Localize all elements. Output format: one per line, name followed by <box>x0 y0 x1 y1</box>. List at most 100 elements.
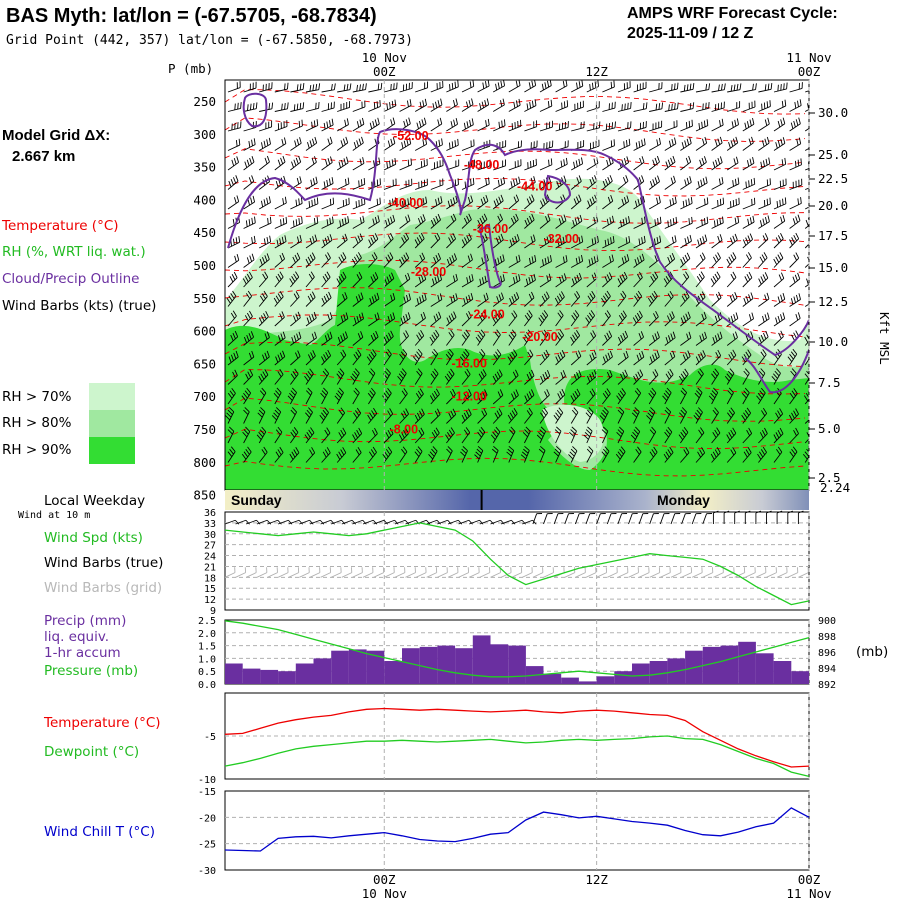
wind-barb <box>742 177 756 190</box>
wind-barb <box>446 98 458 112</box>
wind-barb <box>586 330 597 346</box>
wind-barb <box>695 311 707 327</box>
grid-wind-barb <box>309 567 321 578</box>
wind-barb <box>352 349 362 366</box>
wind-barb <box>305 311 317 327</box>
wind-barb <box>758 292 770 307</box>
wind-barb <box>274 311 285 327</box>
legend-rh70-swatch <box>89 383 135 410</box>
wind-barb <box>649 82 663 93</box>
wind-barb <box>274 196 287 210</box>
wind-barb <box>446 311 457 327</box>
wind-barb <box>257 407 266 424</box>
wind-barb <box>758 178 771 190</box>
pressure-tick-label: 892 <box>818 680 836 691</box>
wind-barb <box>368 82 383 93</box>
wind-barb <box>789 232 800 249</box>
liq-equiv-label: liq. equiv. <box>44 629 109 645</box>
wind-barb <box>711 156 723 171</box>
wind-barb <box>555 350 566 366</box>
grid-wind-barb <box>267 567 278 578</box>
wind-barb <box>586 175 598 190</box>
wind-barb <box>726 233 738 249</box>
true-wind-barb <box>574 513 585 525</box>
wind-barb <box>368 272 379 288</box>
wind-barb <box>274 155 286 171</box>
wind-barb <box>493 159 506 171</box>
wind-barb <box>726 118 739 132</box>
wind-barb <box>445 427 455 444</box>
wind-barb <box>773 252 784 268</box>
wind-barb <box>430 196 443 210</box>
wind-tick-label: 36 <box>204 508 216 519</box>
grid-wind-barb <box>405 567 416 578</box>
wind-barb <box>539 120 553 132</box>
true-wind-barb <box>246 519 261 525</box>
wind-barb <box>399 178 413 190</box>
true-wind-barb <box>320 519 335 525</box>
wind-barb <box>319 407 329 424</box>
wind-barb <box>243 407 250 424</box>
wind-barb <box>337 197 350 210</box>
wind-barb <box>522 329 533 346</box>
wind-barb <box>352 312 364 327</box>
wind-barb <box>477 369 487 385</box>
wind-barb <box>305 447 316 463</box>
windchill-line <box>224 807 810 852</box>
wind-barb <box>664 137 677 151</box>
wind-barb <box>539 349 550 366</box>
precip-bar <box>225 663 243 684</box>
grid-wind-barb <box>660 567 671 578</box>
wind-barb <box>459 348 470 366</box>
wind-barb <box>664 368 674 385</box>
true-wind-barb <box>797 510 804 524</box>
wind-barb <box>726 156 739 171</box>
wind-barb <box>633 290 643 307</box>
precip-bar <box>384 661 402 684</box>
wind-barb <box>773 272 785 288</box>
wind-barb <box>305 350 316 366</box>
wind-barb <box>804 103 809 112</box>
wind-barb <box>570 350 582 366</box>
wind-barb <box>664 102 679 112</box>
true-wind-barb <box>564 513 574 525</box>
wind-barb <box>524 310 533 327</box>
wind-barb <box>492 194 504 210</box>
wind-barb <box>321 156 333 171</box>
grid-wind-barb <box>723 567 735 578</box>
precip-bar <box>561 677 579 684</box>
grid-wind-barb <box>638 567 650 578</box>
chill-tick-label: -25 <box>198 840 216 851</box>
wind-barb <box>633 235 646 249</box>
wind-barb <box>508 274 521 288</box>
wind-barb <box>383 348 392 366</box>
wind-barb <box>492 329 501 346</box>
wind-barb <box>586 446 594 463</box>
wind-barb <box>570 214 583 229</box>
wind-barb <box>711 368 720 385</box>
wind-barb <box>617 175 629 190</box>
wind-barb <box>274 216 288 229</box>
wind-barb <box>680 83 695 93</box>
wind-barb <box>430 252 442 268</box>
wind-barb <box>259 120 273 132</box>
wind-barb <box>305 271 315 288</box>
wind-barb <box>399 330 409 346</box>
wind-barb <box>726 292 738 307</box>
wind-barb <box>305 252 316 268</box>
wind-barb <box>789 446 798 463</box>
wind-barb <box>680 311 691 327</box>
wind-barb <box>351 252 362 268</box>
wind-barb <box>742 252 752 268</box>
wind-barb <box>243 102 258 112</box>
wind-barb <box>273 290 284 307</box>
wind-barb <box>804 202 809 210</box>
wind-barb <box>695 197 709 210</box>
wind-barb <box>695 331 707 346</box>
wind-barb <box>773 197 787 210</box>
height-tick-label: 12.5 <box>818 294 848 309</box>
true-wind-barb <box>277 519 293 525</box>
true-wind-barb <box>267 519 282 525</box>
wind-barb <box>570 388 581 405</box>
wind-barb <box>789 137 802 151</box>
